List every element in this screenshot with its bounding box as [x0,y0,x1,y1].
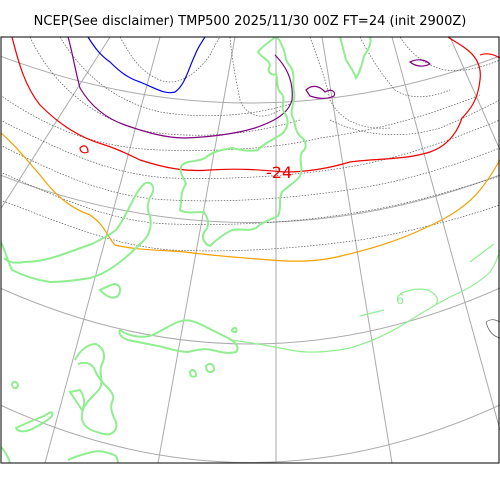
isotherm-purple [67,37,293,139]
coastline [98,282,122,299]
isotherm [229,37,281,117]
latitude-line [1,55,500,104]
isotherm-blue [87,37,206,94]
latitude-line [1,174,500,223]
coastline [469,243,495,263]
coastline [230,326,238,334]
coastline [74,342,118,436]
longitude-line [157,37,236,463]
coastline [68,388,86,412]
coastline [229,249,500,353]
contour-label: -24 [266,163,292,182]
longitude-line [1,37,111,210]
isotherm [309,37,391,129]
coastline [188,368,198,378]
longitude-line [44,37,161,463]
coast-label: 6 [396,293,404,308]
isotherm [119,37,221,83]
isotherm-purple-small [305,85,336,99]
coastline [67,450,119,463]
isotherm-red-small [79,145,89,154]
isotherm-red [11,37,481,173]
longitude-line [321,37,393,463]
isotherm [1,145,500,202]
isotherm [29,37,301,136]
coastline [14,411,54,433]
isotherm [399,37,500,71]
coastlines-thin [229,243,500,353]
longitude-line [391,37,500,431]
map-frame [0,36,500,464]
coastline [1,181,155,284]
isotherm-orange [1,132,500,262]
latitude-line [1,287,500,345]
coastline [339,37,372,81]
latitude-line [1,404,500,463]
coastline [118,319,239,354]
coastline [399,288,439,305]
longitude-line [449,37,500,151]
coastlines [1,37,372,463]
coastline-dark [485,319,500,339]
map-title: NCEP(See disclaimer) TMP500 2025/11/30 0… [33,14,467,29]
isotherm [59,37,291,117]
latitude-lines [1,55,500,463]
coastline [10,380,20,390]
isotherm [329,99,500,136]
isotherm [1,172,500,225]
isotherm [1,119,500,179]
coastline [178,37,307,248]
coastline [204,362,216,374]
isotherm [359,37,451,98]
isotherm-purple-small [408,59,432,67]
coastline [359,309,385,317]
longitude-lines [1,37,500,463]
